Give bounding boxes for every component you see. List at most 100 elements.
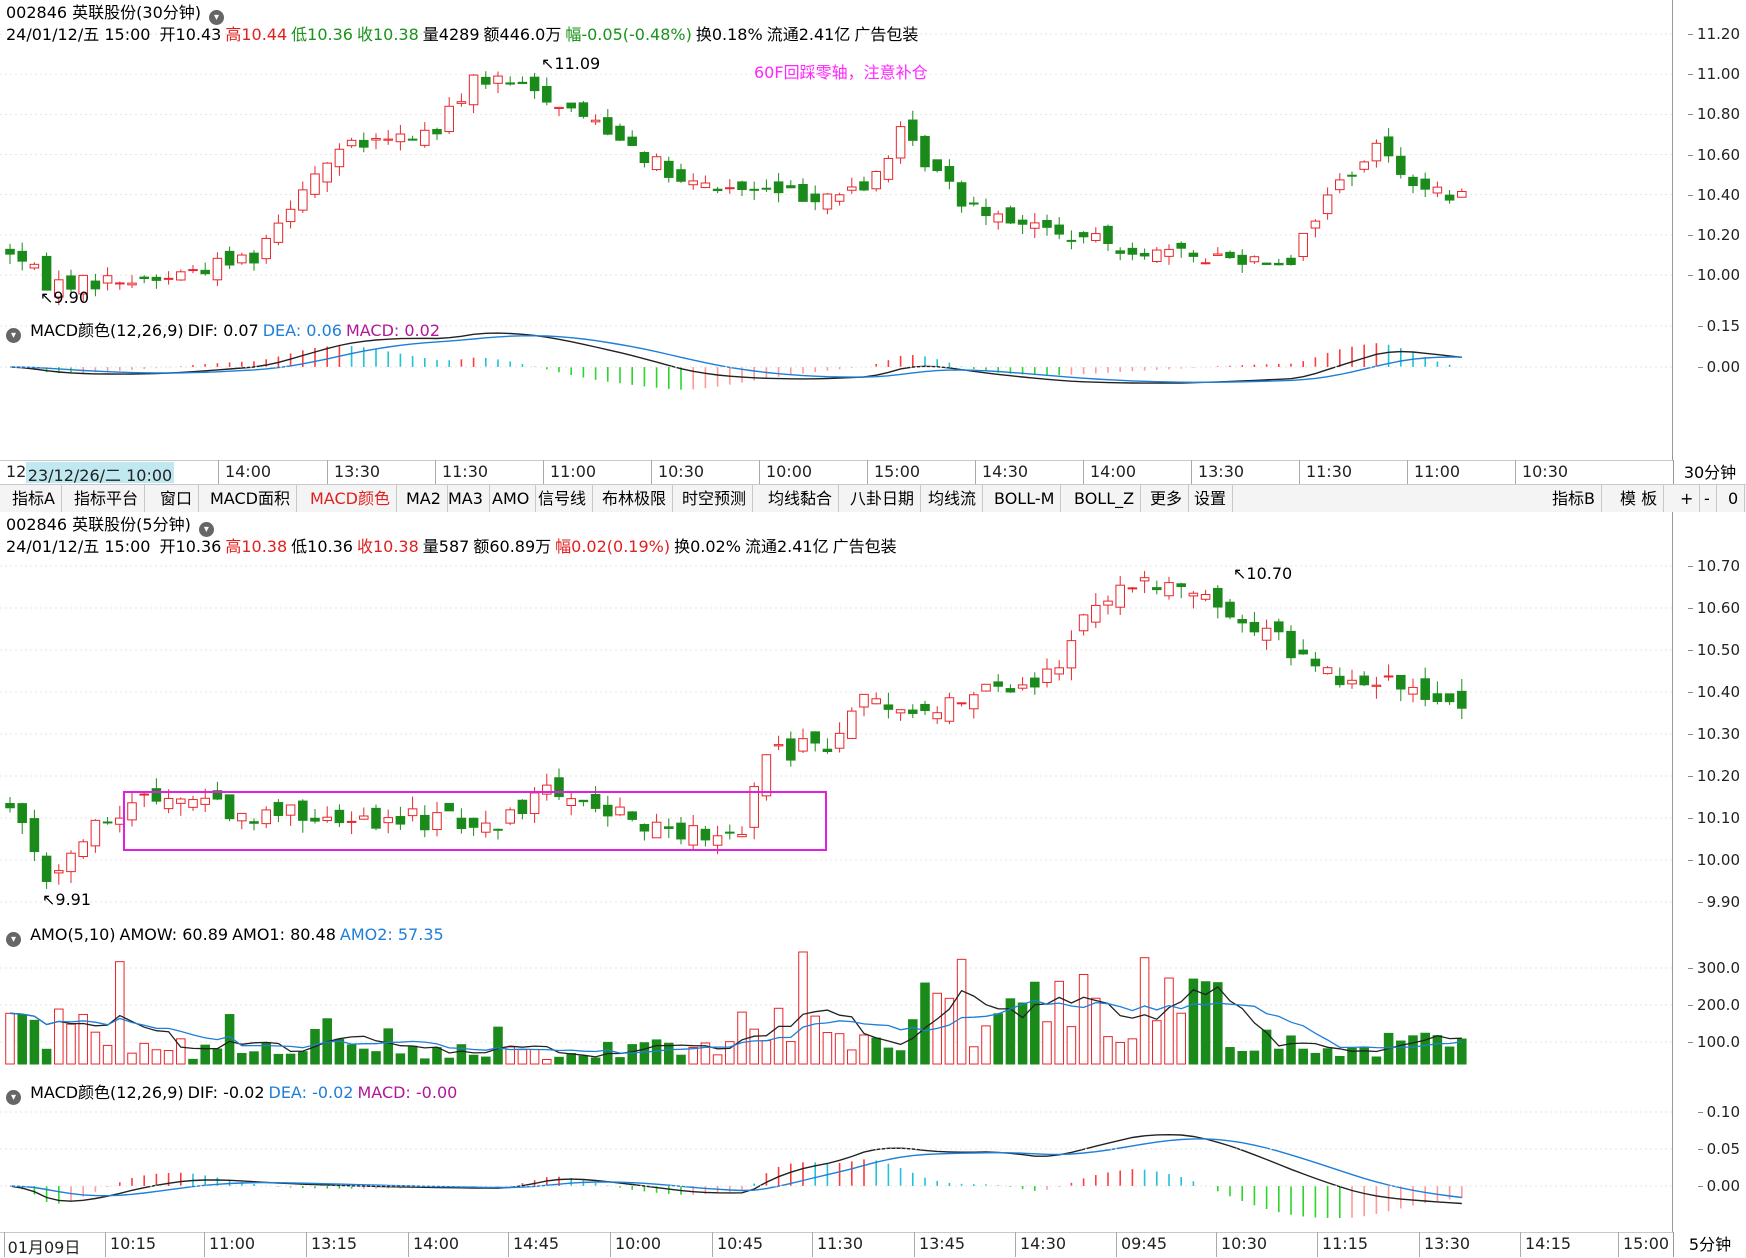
toolbar-button[interactable]: 时空预测 xyxy=(676,485,754,512)
toolbar-button[interactable]: 设置 xyxy=(1188,485,1234,512)
time-separator xyxy=(306,1232,307,1257)
top-macd-panel[interactable]: 0.15 0.00 ▾ MACD颜色(12,26,9) DIF: 0.07 DEA: … xyxy=(0,317,1746,461)
amo-bar xyxy=(639,1042,650,1065)
candle-body xyxy=(212,257,223,281)
bottom-macd-plot[interactable] xyxy=(0,1082,1673,1232)
chevron-down-icon[interactable]: ▾ xyxy=(209,10,225,25)
time-label: 10:30 xyxy=(657,462,705,481)
candle-body xyxy=(322,816,332,822)
bottom-macd-axis: 0.10 0.05 0.00 xyxy=(1673,1082,1746,1232)
time-label: 13:15 xyxy=(310,1234,358,1253)
time-separator xyxy=(1515,460,1516,485)
candle-body xyxy=(17,803,27,824)
candle-body xyxy=(1091,604,1101,623)
period-30min[interactable]: 30分钟 xyxy=(1673,460,1746,485)
top-stock-title: 002846 英联股份(30分钟) xyxy=(6,3,202,22)
time-separator xyxy=(1083,460,1084,485)
top-macd-header: ▾ MACD颜色(12,26,9) DIF: 0.07 DEA: 0.06 MACD:… xyxy=(6,321,444,343)
toolbar-button[interactable]: 均线流 xyxy=(922,485,984,512)
top-price-panel[interactable]: 11.20 11.00 10.80 10.60 10.40 10.20 10.00 0028… xyxy=(0,0,1746,321)
candle-body xyxy=(1164,582,1174,597)
toolbar-button[interactable]: 窗口 xyxy=(154,485,200,512)
bottom-macd-panel[interactable]: 0.10 0.05 0.00 ▾ MACD颜色(12,26,9) DIF: -0.02… xyxy=(0,1082,1746,1233)
amo-panel[interactable]: 300.0 200.0 100.0 ▾ AMO(5,10) AMOW: 60.89 AM… xyxy=(0,924,1746,1083)
toolbar-right-button[interactable]: + xyxy=(1674,485,1701,512)
toolbar-button[interactable]: MA3 xyxy=(442,485,490,512)
candle-body xyxy=(761,754,772,797)
period-5min[interactable]: 5分钟 xyxy=(1673,1232,1746,1257)
toolbar-button[interactable]: 布林极限 xyxy=(596,485,674,512)
candle-body xyxy=(871,170,881,190)
top-price-plot[interactable] xyxy=(0,0,1673,320)
candle-body xyxy=(712,835,723,846)
candle-body xyxy=(1152,249,1162,263)
bottom-price-plot[interactable] xyxy=(0,512,1673,924)
candle-body xyxy=(627,136,637,146)
toolbar-button[interactable]: 指标平台 xyxy=(68,485,146,512)
candle-body xyxy=(395,816,406,825)
chevron-down-icon[interactable]: ▾ xyxy=(6,932,21,947)
time-separator xyxy=(712,1232,713,1257)
amo-bar xyxy=(529,1049,540,1065)
toolbar-button[interactable]: 均线黏合 xyxy=(762,485,840,512)
macd-dea: DEA: 0.06 xyxy=(262,321,342,340)
candle-body xyxy=(102,821,113,824)
candle-body xyxy=(1042,668,1052,683)
toolbar-button[interactable]: BOLL_Z xyxy=(1068,485,1142,512)
candle-body xyxy=(1176,242,1186,249)
time-separator xyxy=(408,1232,409,1257)
candle-body xyxy=(334,148,345,168)
candle-body xyxy=(590,119,601,123)
time-separator xyxy=(543,460,544,485)
amo-bar xyxy=(578,1055,589,1065)
candle-body xyxy=(1383,675,1394,678)
toolbar-button[interactable]: 指标A xyxy=(6,485,62,512)
chevron-down-icon[interactable]: ▾ xyxy=(198,522,214,537)
chevron-down-icon[interactable]: ▾ xyxy=(6,328,21,343)
top-macd-plot[interactable] xyxy=(0,320,1673,460)
candle-body xyxy=(468,817,479,828)
toolbar-button[interactable]: AMO xyxy=(486,485,537,512)
candle-body xyxy=(529,76,540,92)
candle-body xyxy=(298,189,308,211)
bottom-time-axis: 5分钟 01月09日 10:15 11:00 13:15 14:00 14:45 10:00… xyxy=(0,1232,1746,1257)
dea-line xyxy=(9,1138,1462,1199)
toolbar-button[interactable]: 更多 xyxy=(1144,485,1190,512)
candle-body xyxy=(115,817,125,825)
candle-body xyxy=(29,263,40,269)
amo-bar xyxy=(1359,1046,1369,1065)
amo-bar xyxy=(90,1031,101,1065)
amo-plot[interactable] xyxy=(0,924,1673,1082)
candle-body xyxy=(1225,251,1235,259)
toolbar-button[interactable]: BOLL-M xyxy=(988,485,1062,512)
amo-bar xyxy=(700,1042,711,1065)
toolbar-right-button[interactable]: 模 板 xyxy=(1614,485,1665,512)
candle-body xyxy=(834,194,845,202)
amo-bar xyxy=(176,1038,186,1065)
chevron-down-icon[interactable]: ▾ xyxy=(6,1090,21,1105)
toolbar-button[interactable]: 八卦日期 xyxy=(844,485,922,512)
toolbar-button[interactable]: 信号线 xyxy=(532,485,594,512)
amo-bar xyxy=(1310,1052,1321,1065)
toolbar-button[interactable]: MACD颜色 xyxy=(304,485,397,512)
toolbar-right-button[interactable]: 0 xyxy=(1722,485,1746,512)
time-separator xyxy=(812,1232,813,1257)
time-label: 10:00 xyxy=(765,462,813,481)
time-label: 14:30 xyxy=(1019,1234,1067,1253)
toolbar-button[interactable]: MA2 xyxy=(400,485,448,512)
candle-body xyxy=(578,799,589,803)
candle-body xyxy=(334,809,345,824)
candle-body xyxy=(383,817,393,824)
toolbar-button[interactable]: MACD面积 xyxy=(204,485,297,512)
candle-body xyxy=(920,703,930,711)
toolbar-right-button[interactable]: 指标B xyxy=(1546,485,1602,512)
toolbar-right-button[interactable]: - xyxy=(1698,485,1717,512)
candle-body xyxy=(981,206,991,217)
amo-bar xyxy=(1152,1020,1162,1065)
y-tick-label: 10.00 xyxy=(1688,266,1740,284)
candle-body xyxy=(127,282,137,286)
top-info-close: 收10.38 xyxy=(356,25,419,44)
candle-body xyxy=(90,819,101,847)
bottom-price-panel[interactable]: 10.70 10.60 10.50 10.40 10.30 10.20 10.10 10.00… xyxy=(0,512,1746,925)
bmacd-dif: DIF: -0.02 xyxy=(187,1083,265,1102)
